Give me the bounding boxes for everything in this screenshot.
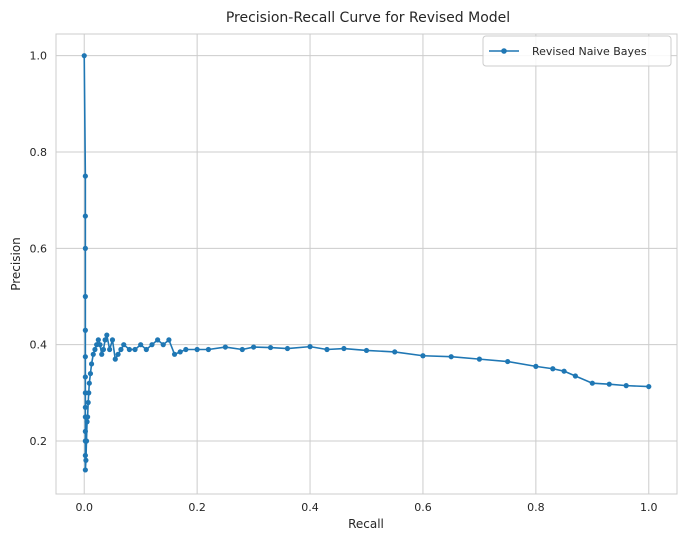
x-tick-label: 0.6 [414, 501, 432, 514]
data-point [82, 245, 88, 251]
grid [56, 34, 677, 494]
data-point [392, 349, 398, 355]
x-tick-label: 0.0 [75, 501, 93, 514]
data-point [363, 347, 370, 354]
data-point [82, 467, 88, 473]
data-point [160, 342, 166, 348]
data-point [81, 53, 87, 59]
data-point [82, 327, 88, 333]
data-point [102, 337, 108, 343]
data-point [143, 346, 149, 353]
data-point [155, 337, 161, 343]
data-point [115, 351, 121, 357]
data-point [420, 353, 426, 359]
data-point [82, 293, 88, 300]
x-axis-ticks: 0.0 0.2 0.4 0.6 0.8 1.0 [75, 501, 657, 514]
data-point [646, 383, 652, 390]
data-point [448, 354, 454, 360]
legend: Revised Naive Bayes [482, 35, 672, 67]
data-point [126, 346, 132, 353]
data-point [623, 383, 629, 389]
data-point [82, 354, 88, 360]
data-point [194, 346, 200, 353]
data-point [177, 349, 183, 355]
data-point [85, 399, 91, 406]
chart-title: Precision-Recall Curve for Revised Model [226, 10, 510, 26]
data-point [90, 351, 96, 357]
data-point [589, 380, 595, 386]
data-point [84, 419, 90, 425]
data-point [118, 346, 124, 353]
data-point [341, 345, 347, 352]
x-tick-label: 0.2 [188, 501, 206, 514]
plot-area [55, 33, 678, 495]
data-point [138, 342, 144, 348]
y-tick-label: 0.2 [30, 435, 48, 448]
data-point [550, 366, 556, 372]
data-point [82, 374, 88, 380]
data-point [92, 346, 98, 353]
data-point [149, 342, 155, 348]
data-point [284, 345, 291, 352]
data-point [82, 213, 88, 219]
x-tick-label: 0.8 [527, 501, 545, 514]
data-point [85, 414, 91, 420]
data-point [183, 346, 189, 353]
data-point [87, 370, 94, 377]
data-point [86, 390, 92, 396]
y-axis-ticks: 0.2 0.4 0.6 0.8 1.0 [30, 50, 48, 448]
data-point [100, 346, 107, 353]
legend-marker-swatch [501, 48, 507, 54]
data-point [250, 344, 257, 350]
data-point [82, 428, 88, 434]
legend-label: Revised Naive Bayes [532, 45, 647, 58]
y-axis-label: Precision [9, 237, 23, 291]
x-tick-label: 1.0 [640, 501, 658, 514]
y-tick-label: 0.6 [30, 242, 48, 255]
data-point [171, 351, 178, 357]
data-point [97, 342, 103, 348]
data-point [505, 358, 511, 365]
data-point [95, 337, 101, 343]
data-point [132, 346, 138, 353]
data-point [205, 346, 212, 353]
data-point [267, 344, 274, 351]
data-point [83, 438, 90, 444]
data-point [112, 356, 118, 362]
data-point [86, 380, 92, 386]
data-point [82, 452, 88, 459]
data-point [606, 381, 612, 387]
data-point [166, 337, 172, 343]
data-point [107, 346, 113, 353]
data-point [104, 332, 110, 338]
x-tick-label: 0.4 [301, 501, 319, 514]
data-point [476, 356, 483, 362]
data-point [307, 344, 313, 350]
legend-box [482, 35, 672, 67]
data-point [82, 404, 88, 410]
data-point [109, 337, 116, 343]
y-tick-label: 1.0 [30, 50, 48, 63]
series-layer [81, 53, 652, 473]
data-point [561, 368, 567, 374]
data-point [83, 457, 89, 463]
y-tick-label: 0.8 [30, 146, 48, 159]
data-point [222, 344, 228, 350]
data-point [99, 351, 105, 357]
data-point [239, 346, 245, 353]
y-tick-label: 0.4 [30, 339, 48, 352]
data-point [88, 361, 95, 367]
data-point [572, 373, 578, 379]
x-axis-label: Recall [348, 517, 384, 531]
data-point [82, 173, 88, 179]
plot-frame [55, 33, 678, 495]
data-point [121, 342, 127, 348]
data-point [324, 346, 330, 353]
data-point [533, 363, 539, 369]
